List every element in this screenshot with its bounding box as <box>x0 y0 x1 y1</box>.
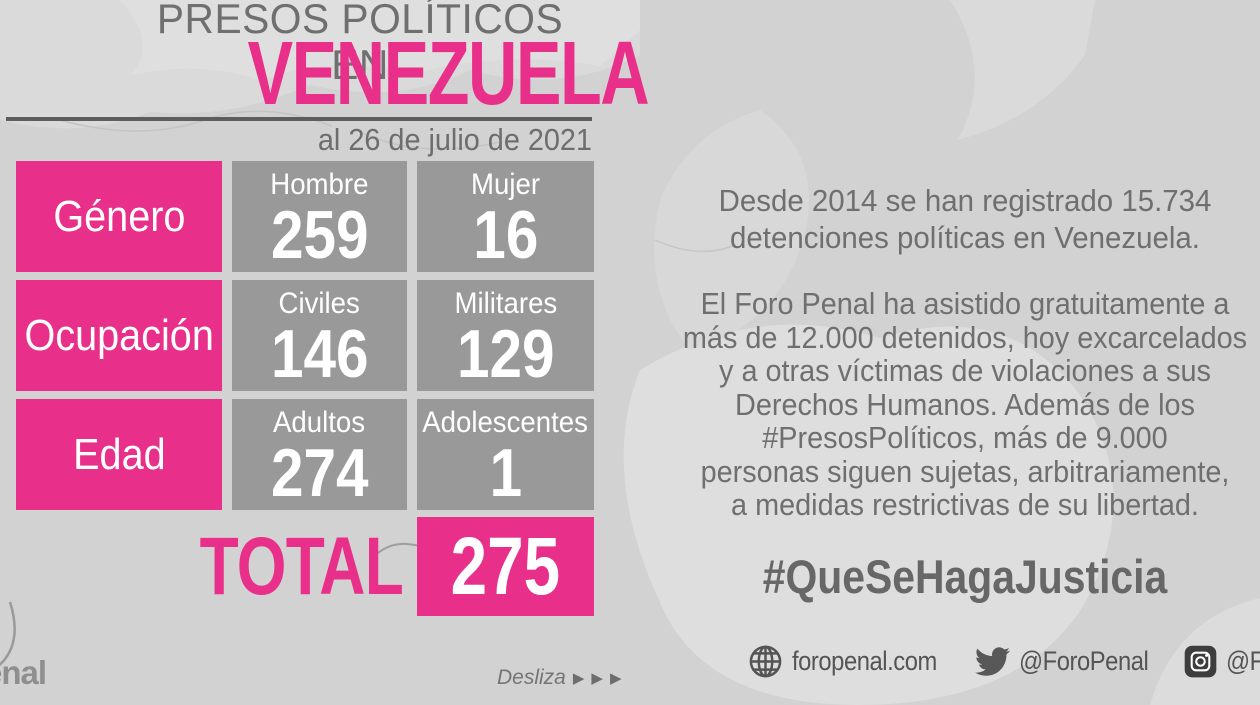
cell-header: Militares <box>454 287 557 320</box>
row-label-text: Género <box>52 191 186 241</box>
swipe-arrow-icon: ▶ <box>572 669 585 687</box>
twitter-handle-text: @ForoPenal <box>1018 645 1149 676</box>
cell-value: 129 <box>456 316 555 392</box>
footer-social-bar: foropenal.com @ForoPenal @ForoPenal <box>748 641 1260 681</box>
page-title: VENEZUELA <box>247 24 650 124</box>
swipe-arrow-icon: ▶ <box>609 669 622 687</box>
cell-header: Mujer <box>470 168 540 201</box>
cell-header: Civiles <box>278 287 361 320</box>
cell-adultos: Adultos 274 <box>232 399 407 510</box>
foro-penal-description-text: El Foro Penal ha asistido gratuitamente … <box>682 286 1248 522</box>
cell-value: 274 <box>270 435 369 511</box>
row-label-genero: Género <box>16 161 222 272</box>
website-text: foropenal.com <box>792 645 937 676</box>
swipe-hint-label: Desliza <box>497 666 566 689</box>
as-of-date: al 26 de julio de 2021 <box>317 122 592 157</box>
cell-hombre: Hombre 259 <box>232 161 407 272</box>
instagram-handle-text: @ForoPenal <box>1225 645 1260 676</box>
cell-civiles: Civiles 146 <box>232 280 407 391</box>
total-value-box: 275 <box>417 517 594 616</box>
row-label-edad: Edad <box>16 399 222 510</box>
cell-header: Adultos <box>273 406 366 439</box>
row-label-text: Ocupación <box>24 310 214 360</box>
cell-value: 146 <box>270 316 369 392</box>
globe-icon <box>749 645 782 677</box>
hashtag-quesehagajusticia: #QueSeHagaJusticia <box>762 550 1168 603</box>
cell-mujer: Mujer 16 <box>417 161 594 272</box>
instagram-icon <box>1184 645 1216 677</box>
row-label-ocupacion: Ocupación <box>16 280 222 391</box>
foro-penal-logo-fragment: enal <box>0 654 47 691</box>
cell-value: 1 <box>489 435 522 511</box>
cell-value: 16 <box>472 197 539 273</box>
cell-adolescentes: Adolescentes 1 <box>417 399 594 510</box>
cell-militares: Militares 129 <box>417 280 594 391</box>
cell-value: 259 <box>270 197 369 273</box>
stats-table: Género Hombre 259 Mujer 16 Ocupación Civ… <box>16 161 594 510</box>
twitter-bird-icon <box>974 646 1010 676</box>
total-label: TOTAL <box>199 521 404 612</box>
swipe-hint[interactable]: Desliza ▶ ▶ ▶ <box>497 666 622 690</box>
registered-detentions-text: Desde 2014 se han registrado 15.734 dete… <box>718 183 1212 255</box>
cell-header: Adolescentes <box>422 406 589 439</box>
title-divider <box>6 117 592 121</box>
swipe-arrow-icon: ▶ <box>591 669 603 687</box>
kicker-title: PRESOS POLÍTICOS EN <box>156 0 564 88</box>
row-label-text: Edad <box>72 429 166 479</box>
total-value: 275 <box>450 520 561 612</box>
cell-header: Hombre <box>270 168 369 201</box>
